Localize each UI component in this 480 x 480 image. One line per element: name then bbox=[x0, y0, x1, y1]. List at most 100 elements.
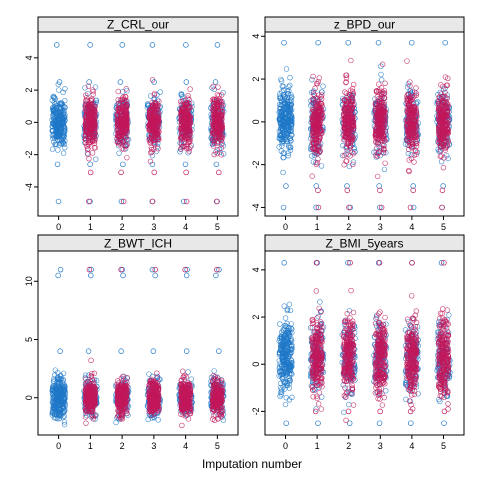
data-point bbox=[180, 143, 186, 150]
data-point bbox=[92, 120, 98, 127]
data-point bbox=[410, 124, 417, 130]
data-point bbox=[182, 161, 189, 168]
data-point bbox=[181, 198, 187, 205]
data-point bbox=[212, 79, 219, 85]
x-tick-label: 4 bbox=[183, 441, 188, 451]
data-point bbox=[215, 84, 221, 90]
data-point bbox=[214, 147, 220, 153]
data-point bbox=[289, 114, 295, 121]
data-point bbox=[350, 136, 356, 142]
data-point bbox=[349, 122, 355, 128]
data-point bbox=[211, 121, 218, 127]
data-point bbox=[280, 125, 286, 132]
data-point bbox=[149, 77, 156, 83]
data-point bbox=[345, 119, 351, 125]
data-point bbox=[381, 146, 387, 152]
data-point bbox=[87, 393, 94, 400]
y-tick-label: -2 bbox=[251, 161, 261, 169]
data-point bbox=[118, 406, 125, 412]
data-point bbox=[409, 119, 416, 125]
data-point bbox=[61, 421, 68, 428]
data-point bbox=[442, 39, 448, 46]
data-point bbox=[53, 132, 59, 138]
data-point bbox=[287, 147, 294, 154]
data-point bbox=[378, 117, 384, 123]
data-point bbox=[149, 117, 155, 123]
data-point bbox=[58, 376, 64, 383]
data-point bbox=[54, 104, 60, 111]
data-point bbox=[415, 99, 421, 105]
data-point bbox=[348, 115, 355, 121]
data-point bbox=[117, 79, 124, 85]
data-point bbox=[119, 266, 126, 273]
data-point bbox=[213, 116, 219, 122]
data-point bbox=[445, 155, 451, 162]
data-point bbox=[285, 152, 291, 159]
y-tick-label: 10 bbox=[24, 276, 34, 286]
data-point bbox=[49, 132, 56, 139]
data-point bbox=[436, 94, 442, 100]
data-point bbox=[444, 132, 450, 138]
data-point bbox=[49, 97, 55, 104]
data-point bbox=[86, 130, 92, 137]
x-tick-label: 2 bbox=[120, 441, 125, 451]
data-point bbox=[310, 145, 317, 151]
data-point bbox=[120, 373, 126, 380]
data-point bbox=[179, 94, 186, 100]
data-point bbox=[90, 416, 96, 422]
data-point bbox=[309, 76, 315, 83]
data-point bbox=[413, 92, 419, 98]
data-point bbox=[86, 137, 93, 143]
data-point bbox=[120, 198, 127, 205]
data-point bbox=[342, 115, 348, 121]
x-tick-label: 3 bbox=[378, 222, 383, 232]
data-point bbox=[93, 156, 99, 162]
data-point bbox=[277, 132, 283, 139]
data-point bbox=[288, 128, 294, 135]
data-point bbox=[378, 107, 385, 114]
data-point bbox=[59, 138, 66, 145]
data-point bbox=[312, 119, 318, 126]
data-point bbox=[149, 152, 156, 159]
data-point bbox=[210, 143, 217, 149]
data-point bbox=[350, 81, 357, 88]
data-point bbox=[87, 198, 93, 205]
data-point bbox=[409, 125, 416, 132]
data-point bbox=[84, 143, 90, 150]
data-point bbox=[374, 94, 381, 100]
data-point bbox=[376, 95, 382, 102]
data-point bbox=[88, 357, 94, 364]
data-point bbox=[311, 91, 317, 97]
panel-title: z_BPD_our bbox=[334, 18, 395, 32]
data-point bbox=[183, 198, 190, 205]
data-point bbox=[155, 135, 161, 141]
data-point bbox=[436, 112, 442, 119]
data-point bbox=[85, 348, 92, 354]
data-point bbox=[210, 96, 217, 102]
data-point bbox=[410, 187, 416, 194]
data-point bbox=[52, 141, 59, 147]
data-point bbox=[443, 108, 450, 115]
data-point bbox=[346, 91, 353, 98]
x-tick-label: 1 bbox=[315, 222, 320, 232]
data-point bbox=[221, 151, 227, 157]
data-point bbox=[284, 136, 290, 142]
data-point bbox=[373, 154, 380, 160]
data-point bbox=[349, 105, 355, 111]
data-point bbox=[57, 266, 64, 273]
data-point bbox=[85, 389, 91, 395]
x-tick-label: 1 bbox=[88, 222, 93, 232]
data-point bbox=[445, 139, 451, 146]
data-point bbox=[119, 101, 126, 107]
data-point bbox=[283, 183, 289, 189]
data-point bbox=[178, 140, 185, 146]
data-point bbox=[90, 413, 96, 420]
data-point bbox=[314, 105, 320, 111]
data-point bbox=[57, 108, 64, 115]
data-point bbox=[442, 116, 449, 123]
data-point bbox=[90, 377, 96, 384]
data-point bbox=[213, 127, 220, 133]
data-point bbox=[116, 133, 123, 139]
data-point bbox=[344, 108, 350, 115]
data-point bbox=[119, 104, 126, 110]
